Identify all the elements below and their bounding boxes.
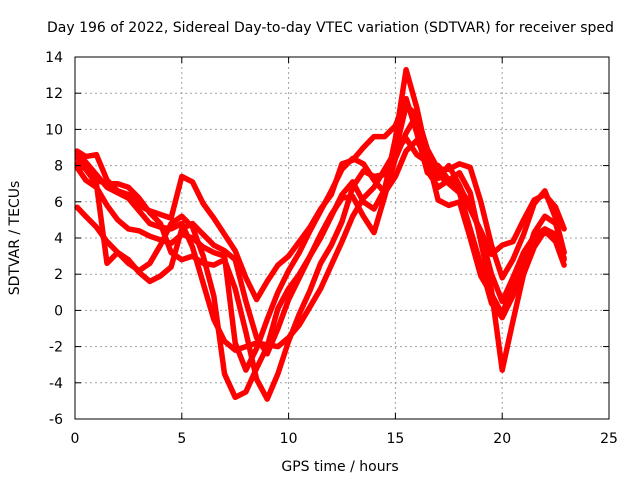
x-tick-label: 5	[177, 431, 186, 447]
x-axis-label: GPS time / hours	[281, 459, 398, 475]
x-tick-label: 0	[71, 431, 80, 447]
y-tick-label: 4	[54, 231, 63, 247]
chart-title: Day 196 of 2022, Sidereal Day-to-day VTE…	[47, 20, 614, 36]
y-tick-label: 2	[54, 267, 63, 283]
y-tick-label: 8	[54, 159, 63, 175]
series-track-6	[74, 66, 567, 357]
y-axis-ticks: -6 -4 -2 0 2 4 6 8 10 12 14	[45, 50, 609, 428]
y-tick-label: 10	[45, 122, 63, 138]
x-tick-label: 25	[600, 431, 618, 447]
x-tick-label: 20	[493, 431, 511, 447]
y-tick-label: 14	[45, 50, 63, 66]
y-tick-label: 0	[54, 303, 63, 319]
x-tick-label: 10	[280, 431, 298, 447]
series-track-5	[74, 95, 567, 303]
y-axis-label: SDTVAR / TECUs	[7, 181, 23, 296]
y-tick-label: -4	[49, 376, 63, 392]
y-tick-label: -2	[49, 340, 63, 356]
y-tick-label: -6	[49, 412, 63, 428]
x-tick-label: 15	[386, 431, 404, 447]
x-axis-ticks: 0 5 10 15 20 25	[71, 57, 618, 447]
y-tick-label: 6	[54, 195, 63, 211]
data-series	[74, 66, 567, 402]
series-track-4	[74, 103, 567, 402]
grid-lines	[75, 57, 609, 419]
y-tick-label: 12	[45, 86, 63, 102]
